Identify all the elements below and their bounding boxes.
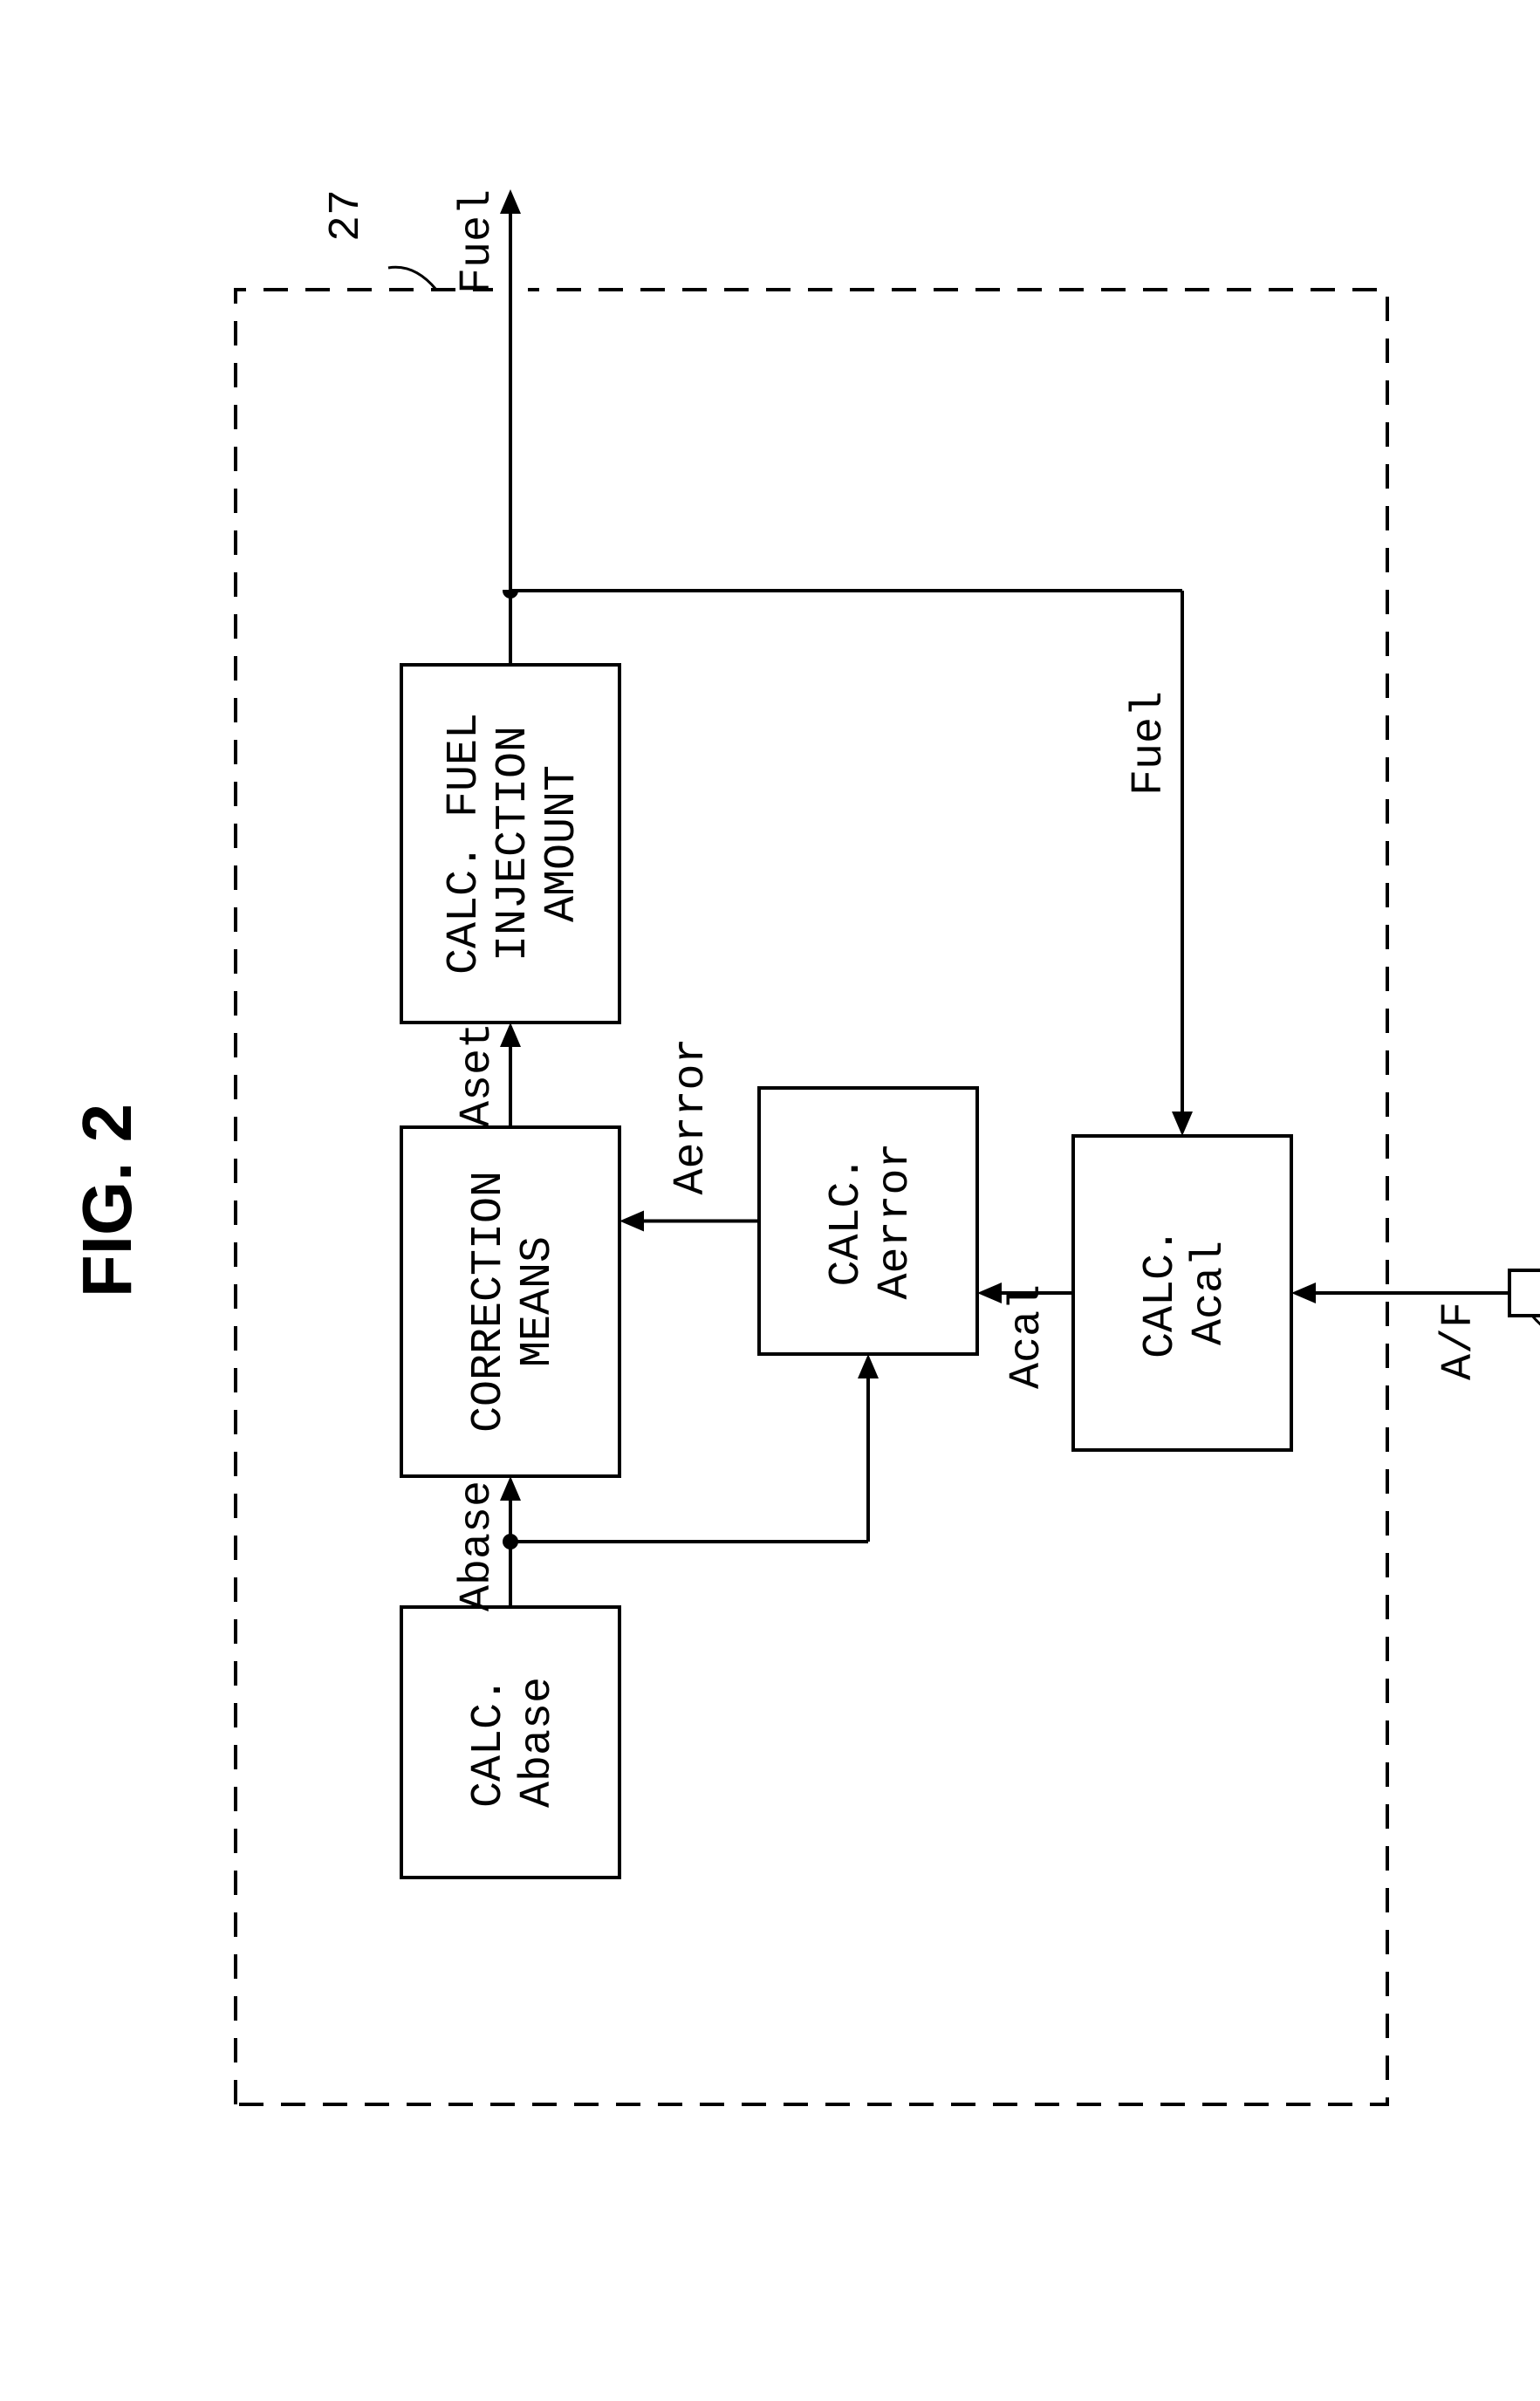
- label-af: A/F: [1434, 1302, 1484, 1380]
- label-aerror: Aerror: [667, 1037, 716, 1194]
- block-calc-acal-line0: CALC.: [1136, 1228, 1186, 1358]
- label-acal: Acal: [1003, 1284, 1052, 1389]
- sig-af-head: [1291, 1283, 1316, 1303]
- block-calc-fuel-injection-line1: INJECTION: [489, 726, 538, 961]
- block-calc-aerror-line1: Aerror: [871, 1142, 921, 1299]
- block-calc-aerror-line0: CALC.: [822, 1155, 872, 1286]
- label-fuel-out: Fuel: [453, 189, 503, 294]
- ref27-leader: [388, 267, 436, 290]
- sig-acal-head: [977, 1283, 1002, 1303]
- sig-aset-head: [500, 1023, 521, 1047]
- sig-fuel-feedback-seg1-head: [1172, 1112, 1193, 1136]
- block-calc-fuel-injection-line0: CALC. FUEL: [440, 713, 489, 975]
- ref27-label: 27: [322, 189, 372, 242]
- block-correction-means-line0: CORRECTION: [464, 1171, 514, 1433]
- block-calc-abase-line1: Abase: [513, 1677, 563, 1808]
- block-calc-acal-line1: Acal: [1185, 1241, 1235, 1345]
- label-abase: Abase: [453, 1481, 503, 1611]
- sensor-box: [1509, 1270, 1540, 1316]
- block-calc-fuel-injection-line2: AMOUNT: [537, 765, 587, 922]
- ref24-leader: [1532, 1316, 1540, 1338]
- sig-aerror-head: [619, 1211, 644, 1232]
- figure-title: FIG. 2: [68, 1104, 146, 1297]
- block-calc-abase-line0: CALC.: [464, 1677, 514, 1808]
- block-correction-means-line1: MEANS: [513, 1236, 563, 1367]
- label-fuel-fb: Fuel: [1125, 691, 1174, 796]
- label-aset: Aset: [453, 1023, 503, 1127]
- sig-abase-branch-seg1-head: [858, 1354, 879, 1378]
- sig-abase-head: [500, 1476, 521, 1501]
